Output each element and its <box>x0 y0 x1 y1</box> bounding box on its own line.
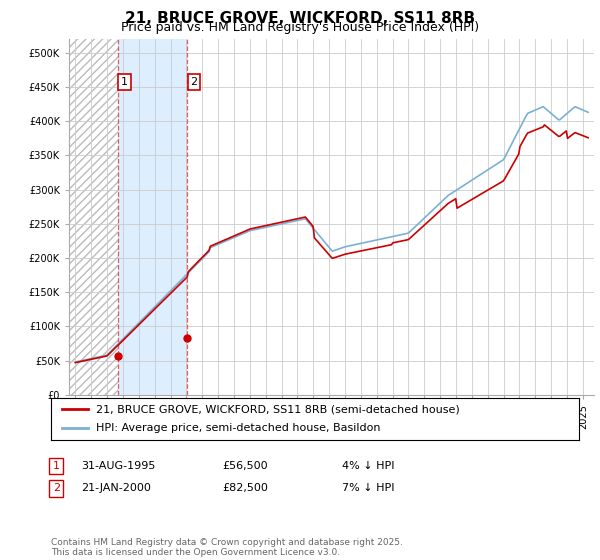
Bar <box>118 39 187 395</box>
Text: 1: 1 <box>53 461 60 471</box>
Text: £82,500: £82,500 <box>222 483 268 493</box>
Text: 2: 2 <box>190 77 197 87</box>
Text: Contains HM Land Registry data © Crown copyright and database right 2025.
This d: Contains HM Land Registry data © Crown c… <box>51 538 403 557</box>
Bar <box>69 39 118 395</box>
Text: 1: 1 <box>121 77 128 87</box>
Text: Price paid vs. HM Land Registry's House Price Index (HPI): Price paid vs. HM Land Registry's House … <box>121 21 479 34</box>
Text: £56,500: £56,500 <box>222 461 268 471</box>
Text: 4% ↓ HPI: 4% ↓ HPI <box>342 461 395 471</box>
Text: 2: 2 <box>53 483 60 493</box>
Text: HPI: Average price, semi-detached house, Basildon: HPI: Average price, semi-detached house,… <box>96 423 380 433</box>
Text: 21, BRUCE GROVE, WICKFORD, SS11 8RB (semi-detached house): 21, BRUCE GROVE, WICKFORD, SS11 8RB (sem… <box>96 404 460 414</box>
Text: 21-JAN-2000: 21-JAN-2000 <box>81 483 151 493</box>
Text: 7% ↓ HPI: 7% ↓ HPI <box>342 483 395 493</box>
Text: 21, BRUCE GROVE, WICKFORD, SS11 8RB: 21, BRUCE GROVE, WICKFORD, SS11 8RB <box>125 11 475 26</box>
Text: 31-AUG-1995: 31-AUG-1995 <box>81 461 155 471</box>
